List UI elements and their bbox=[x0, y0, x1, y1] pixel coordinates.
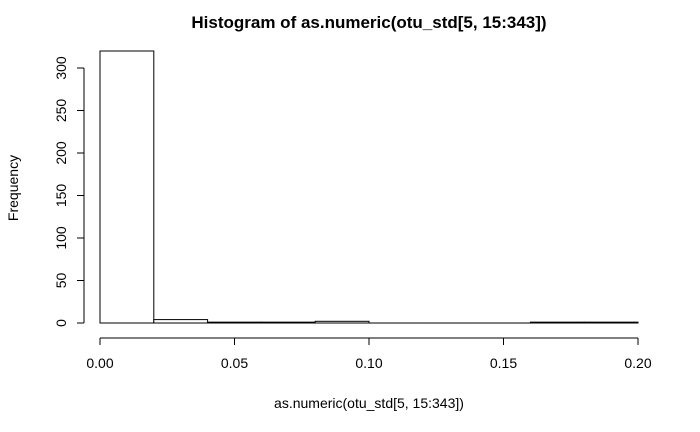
y-axis-label: Frequency bbox=[5, 155, 21, 221]
histogram-bar-4 bbox=[314, 320, 370, 324]
x-tick-label-1: 0.05 bbox=[221, 355, 248, 371]
histogram-bar-2 bbox=[207, 321, 262, 324]
y-tick-label-4: 200 bbox=[53, 141, 69, 165]
x-tick-label-3: 0.15 bbox=[490, 355, 517, 371]
histogram-bar-8 bbox=[529, 321, 585, 324]
y-axis: 0 50 100 150 200 250 300 bbox=[53, 56, 85, 327]
histogram-bar-1 bbox=[153, 319, 209, 324]
chart-title: Histogram of as.numeric(otu_std[5, 15:34… bbox=[191, 13, 546, 32]
histogram-bar-9 bbox=[583, 321, 639, 324]
histogram-bar-0 bbox=[99, 50, 155, 324]
y-tick-label-5: 250 bbox=[53, 99, 69, 123]
y-tick-label-3: 150 bbox=[53, 184, 69, 208]
y-tick-label-6: 300 bbox=[53, 56, 69, 80]
x-axis-label: as.numeric(otu_std[5, 15:343]) bbox=[274, 395, 464, 411]
y-tick-label-1: 50 bbox=[53, 273, 69, 289]
histogram-bar-3 bbox=[260, 321, 316, 324]
x-tick-label-0: 0.00 bbox=[86, 355, 113, 371]
x-tick-label-2: 0.10 bbox=[355, 355, 382, 371]
x-axis: 0.00 0.05 0.10 0.15 0.20 bbox=[86, 337, 652, 371]
y-tick-label-2: 100 bbox=[53, 226, 69, 250]
y-tick-label-0: 0 bbox=[53, 319, 69, 327]
bars-group bbox=[99, 50, 639, 324]
x-tick-label-4: 0.20 bbox=[624, 355, 651, 371]
